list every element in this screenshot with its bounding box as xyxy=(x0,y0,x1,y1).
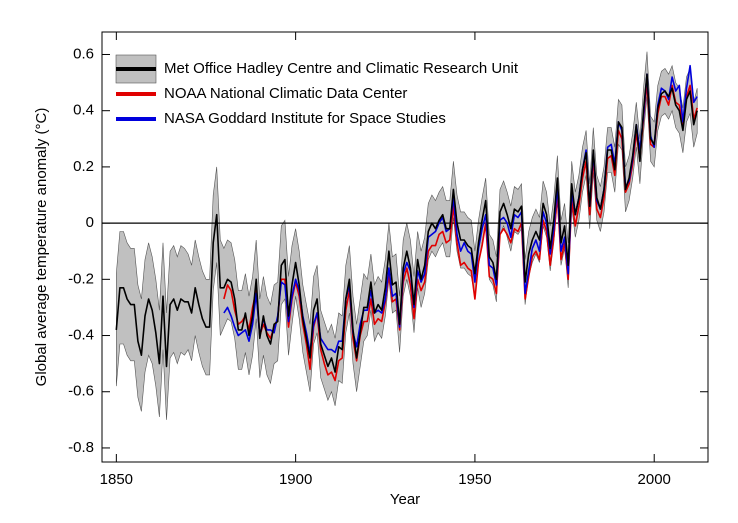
legend-label: Met Office Hadley Centre and Climatic Re… xyxy=(164,60,519,77)
series-line xyxy=(115,73,698,373)
y-axis-label: Global average temperature anomaly (°C) xyxy=(33,108,50,387)
x-tick-label: 1850 xyxy=(100,471,133,488)
y-tick-label: -0.6 xyxy=(68,383,94,400)
legend-label: NOAA National Climatic Data Center xyxy=(164,85,407,102)
y-tick-label: 0.6 xyxy=(73,45,94,62)
uncertainty-band xyxy=(116,51,698,420)
y-tick-label: 0.2 xyxy=(73,158,94,175)
x-tick-label: 2000 xyxy=(638,471,671,488)
x-axis-label: Year xyxy=(390,491,420,508)
y-tick-label: -0.2 xyxy=(68,270,94,287)
y-tick-label: 0 xyxy=(86,214,94,231)
plot-area xyxy=(102,51,708,420)
y-tick-label: -0.4 xyxy=(68,326,94,343)
y-tick-label: -0.8 xyxy=(68,439,94,456)
plot-frame xyxy=(101,31,709,463)
x-tick-label: 1950 xyxy=(458,471,491,488)
x-tick-label: 1900 xyxy=(279,471,312,488)
legend-label: NASA Goddard Institute for Space Studies xyxy=(164,110,446,127)
y-tick-label: 0.4 xyxy=(73,102,94,119)
